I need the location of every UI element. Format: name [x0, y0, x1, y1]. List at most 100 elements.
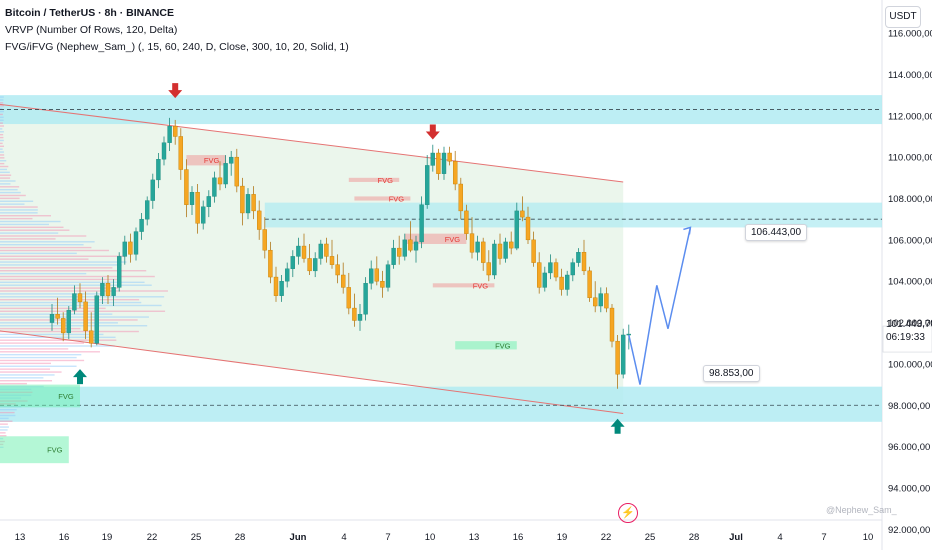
candle — [576, 252, 581, 263]
candle — [408, 239, 413, 251]
candle — [49, 314, 55, 323]
candle — [251, 194, 256, 212]
volume-profile-bar — [0, 105, 4, 107]
candle — [425, 165, 430, 205]
volume-profile-bar — [0, 258, 89, 260]
candle — [565, 274, 570, 290]
current-price-tag: 101.443,70 06:19:33 — [886, 318, 932, 344]
volume-profile-bar — [0, 183, 11, 185]
volume-profile-bar — [0, 177, 11, 179]
volume-profile-bar — [0, 220, 61, 223]
candle — [61, 318, 66, 334]
x-axis-tick-label: 7 — [385, 532, 390, 543]
symbol-title[interactable]: Bitcoin / TetherUS · 8h · BINANCE — [5, 7, 174, 19]
volume-profile-bar — [0, 203, 25, 205]
x-axis-tick-label: 16 — [513, 532, 524, 543]
x-axis-tick-label: Jul — [729, 532, 743, 543]
volume-profile-bar — [0, 128, 3, 130]
candle — [296, 245, 301, 257]
volume-profile-bar — [0, 345, 115, 347]
volume-profile-bar — [0, 191, 21, 194]
fvg-label: FVG — [473, 281, 489, 290]
fvg-label: FVG — [495, 341, 511, 350]
candle — [268, 249, 273, 278]
volume-profile-bar — [0, 417, 9, 420]
candle — [313, 258, 318, 272]
volume-profile-bar — [0, 287, 119, 289]
volume-profile-bar — [0, 261, 127, 263]
volume-profile-bar — [0, 229, 70, 231]
current-price-box — [882, 325, 932, 353]
candle — [520, 210, 525, 218]
volume-profile-bar — [0, 290, 168, 292]
fvg-label: FVG — [204, 156, 220, 165]
volume-profile-bar — [0, 342, 84, 344]
candle — [195, 192, 200, 224]
volume-profile-bar — [0, 180, 16, 182]
indicator-fvg-label[interactable]: FVG/iFVG (Nephew_Sam_) (, 15, 60, 240, D… — [5, 41, 349, 53]
volume-profile-bar — [0, 255, 125, 257]
x-axis-tick-label: 13 — [15, 532, 26, 543]
x-axis-tick-label: 13 — [469, 532, 480, 543]
candle — [531, 239, 536, 263]
candle — [257, 210, 262, 230]
volume-profile-bar — [0, 243, 84, 246]
volume-profile-bar — [0, 359, 85, 362]
volume-profile-bar — [0, 217, 33, 220]
volume-profile-bar — [0, 368, 51, 370]
volume-profile-bar — [0, 339, 117, 341]
candle — [83, 301, 88, 332]
volume-profile-bar — [0, 238, 56, 240]
lightning-bolt-icon[interactable]: ⚡ — [618, 503, 638, 523]
x-axis-tick-label: 25 — [191, 532, 202, 543]
volume-profile-bar — [0, 432, 6, 434]
volume-profile-bar — [0, 197, 20, 200]
candle — [105, 283, 111, 296]
candle — [385, 264, 391, 288]
volume-profile-bar — [0, 171, 10, 174]
volume-profile-bar — [0, 298, 140, 301]
channel-upper-line — [0, 103, 624, 183]
volume-profile-bar — [0, 157, 5, 159]
candle — [492, 243, 497, 276]
volume-profile-bar — [0, 304, 162, 307]
x-axis-tick-label: 28 — [689, 532, 700, 543]
volume-profile-bar — [0, 374, 55, 376]
volume-profile-bar — [0, 310, 166, 312]
fvg-label: FVG — [445, 235, 461, 244]
volume-profile-bar — [0, 96, 4, 98]
indicator-vrvp-label[interactable]: VRVP (Number Of Rows, 120, Delta) — [5, 24, 178, 36]
volume-profile-bar — [0, 232, 59, 234]
candle — [352, 307, 357, 321]
candle — [144, 200, 150, 220]
candle — [206, 196, 212, 207]
candle — [593, 297, 598, 307]
volume-profile-bar — [0, 382, 27, 385]
candle — [553, 262, 559, 278]
candle — [537, 262, 542, 288]
low-price-callout: 98.853,00 — [703, 365, 760, 382]
volume-profile-bar — [0, 322, 118, 324]
author-watermark: @Nephew_Sam_ — [826, 505, 897, 515]
volume-profile-bar — [0, 110, 4, 113]
price-axis — [882, 0, 932, 550]
volume-profile-bar — [0, 371, 62, 373]
volume-profile-bar — [0, 270, 147, 272]
y-axis-tick-label: 108.000,00 — [888, 194, 932, 205]
candle — [139, 218, 144, 232]
volume-profile-bar — [0, 235, 87, 237]
currency-selector[interactable]: USDT — [885, 6, 921, 28]
fvg-label: FVG — [377, 176, 393, 185]
x-axis-tick-label: 10 — [863, 532, 874, 543]
bar-countdown: 06:19:33 — [886, 332, 925, 343]
candle — [150, 179, 156, 201]
projection-path — [628, 227, 692, 385]
candle — [369, 268, 374, 284]
volume-profile-bar — [0, 133, 4, 136]
x-axis-tick-label: 16 — [59, 532, 70, 543]
candle — [189, 192, 195, 205]
candle — [475, 241, 480, 253]
x-axis-tick-label: 4 — [777, 532, 782, 543]
volume-profile-bar — [0, 165, 9, 168]
